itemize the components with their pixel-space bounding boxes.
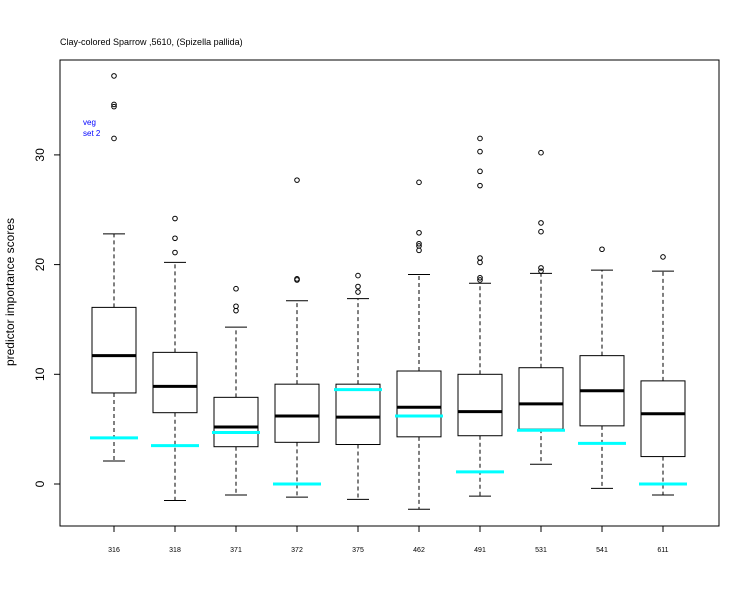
legend-line-1: veg xyxy=(83,118,96,127)
box xyxy=(640,380,686,458)
outlier-point xyxy=(477,148,483,155)
box xyxy=(457,373,503,437)
y-tick-label: 30 xyxy=(33,148,47,162)
box xyxy=(335,383,381,446)
outlier-point xyxy=(355,283,361,290)
box xyxy=(91,306,137,394)
x-tick-label: 462 xyxy=(413,547,425,554)
outlier-point xyxy=(660,254,666,260)
x-tick-label: 611 xyxy=(657,547,668,554)
outlier-point xyxy=(172,215,178,222)
box xyxy=(518,367,564,430)
x-tick-label: 375 xyxy=(352,547,364,554)
outlier-point xyxy=(233,285,239,292)
outlier-point xyxy=(416,240,422,247)
outlier-point xyxy=(111,103,117,110)
outlier-point xyxy=(233,307,239,314)
outlier-point xyxy=(111,73,117,79)
outlier-point xyxy=(294,277,300,283)
outlier-point xyxy=(355,272,361,279)
outlier-point xyxy=(355,289,361,295)
outlier-point xyxy=(477,182,483,189)
outlier-point xyxy=(477,259,483,266)
x-tick-label: 316 xyxy=(108,547,120,554)
y-tick-label: 0 xyxy=(33,480,47,487)
plot-area: 0 10 20 30 316 318 371 372 375 462 491 531 541 611 xyxy=(33,59,720,554)
box xyxy=(152,351,198,414)
chart-title: Clay-colored Sparrow ,5610, (Spizella pa… xyxy=(60,37,243,47)
y-axis-label: predictor importance scores xyxy=(3,218,17,366)
x-tick-label: 541 xyxy=(596,547,608,554)
legend-line-2: set 2 xyxy=(83,129,101,138)
outlier-point xyxy=(172,235,178,242)
outlier-point xyxy=(172,249,178,256)
outlier-point xyxy=(416,229,422,236)
outlier-point xyxy=(477,135,483,142)
outlier-point xyxy=(599,246,605,253)
outlier-point xyxy=(416,247,422,254)
y-tick-label: 20 xyxy=(33,258,47,272)
outlier-point xyxy=(538,268,544,274)
outlier-point xyxy=(111,135,117,142)
x-tick-label: 318 xyxy=(169,547,181,554)
y-tick-label: 10 xyxy=(33,367,47,381)
outlier-point xyxy=(477,274,483,281)
outlier-point xyxy=(111,101,117,108)
x-tick-label: 491 xyxy=(474,547,486,554)
x-tick-label: 372 xyxy=(291,547,303,554)
box xyxy=(274,383,320,443)
outlier-point xyxy=(294,177,300,183)
box xyxy=(396,370,442,438)
outlier-point xyxy=(477,277,483,283)
outlier-point xyxy=(477,168,483,175)
plot-frame xyxy=(59,59,720,527)
box xyxy=(213,396,259,448)
outlier-point xyxy=(416,179,422,186)
x-tick-label: 531 xyxy=(535,547,547,554)
outlier-point xyxy=(538,149,544,156)
outlier-point xyxy=(538,220,544,226)
outlier-point xyxy=(538,228,544,235)
x-tick-label: 371 xyxy=(230,547,242,554)
outlier-point xyxy=(538,265,544,271)
